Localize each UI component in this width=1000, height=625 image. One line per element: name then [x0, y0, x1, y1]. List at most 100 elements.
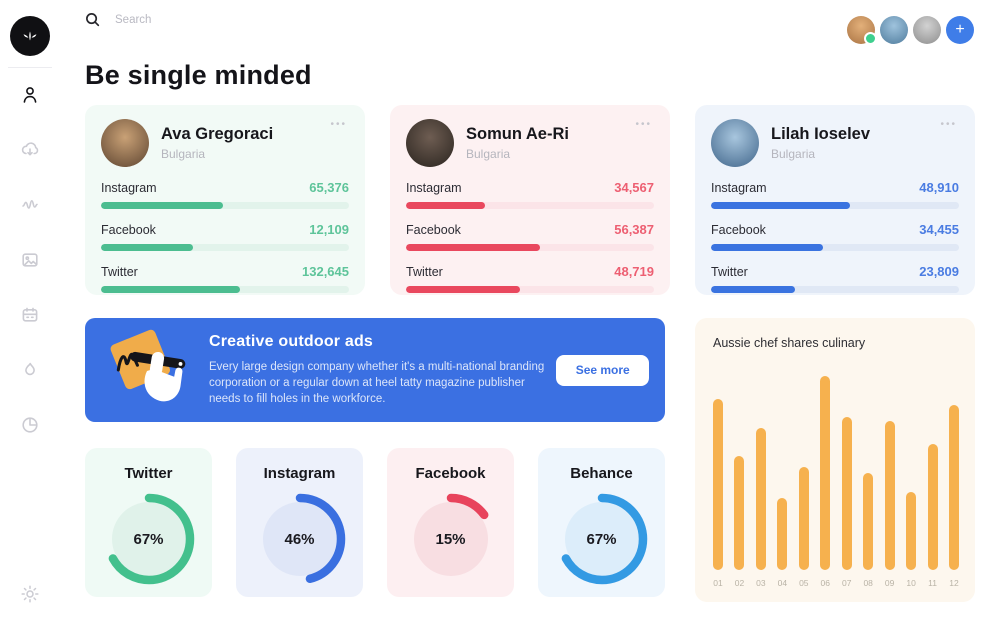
app-logo[interactable] [10, 16, 50, 56]
bar-column: 01 [713, 399, 723, 588]
sidebar-divider [8, 67, 52, 68]
user-avatar-2[interactable] [880, 16, 908, 44]
bar [863, 473, 874, 570]
bar-axis-label: 01 [713, 578, 723, 588]
bar-column: 12 [948, 405, 959, 588]
progress-ring [405, 493, 496, 585]
profile-cards: Ava Gregoraci Bulgaria ••• Instagram 65,376 F… [85, 105, 975, 295]
sidebar [0, 0, 60, 625]
progress-ring [103, 493, 194, 585]
bar [755, 428, 766, 570]
bar-column: 07 [841, 417, 852, 588]
sidebar-item-trending[interactable] [19, 359, 41, 381]
sidebar-item-settings[interactable] [19, 583, 41, 605]
stat-line: Twitter 23,809 [711, 264, 959, 279]
see-more-button[interactable]: See more [556, 354, 649, 386]
progress-fill [711, 286, 796, 293]
bar-axis-label: 02 [734, 578, 745, 588]
progress-track [101, 286, 349, 293]
progress-track [406, 244, 654, 251]
user-icon [23, 87, 37, 103]
ring-percentage: 67% [586, 530, 617, 548]
avatar [101, 119, 149, 167]
profile-name: Ava Gregoraci [161, 124, 274, 143]
stat-value: 48,719 [614, 264, 654, 279]
sidebar-item-reports[interactable] [19, 414, 41, 436]
progress-fill [711, 202, 850, 209]
more-options-icon[interactable]: ••• [940, 119, 957, 130]
sidebar-item-profile[interactable] [19, 84, 41, 106]
stat-line: Instagram 48,910 [711, 180, 959, 195]
stat-label: Facebook [101, 223, 156, 237]
banner-body: Every large design company whether it's … [209, 361, 545, 405]
profile-card: Somun Ae-Ri Bulgaria ••• Instagram 34,567 Fac… [390, 105, 670, 295]
bar [734, 456, 745, 570]
bar [777, 498, 788, 570]
online-status-dot [864, 32, 877, 45]
more-options-icon[interactable]: ••• [635, 119, 652, 130]
sidebar-item-activity[interactable] [19, 194, 41, 216]
bar-column: 05 [798, 467, 809, 588]
banner-title: Creative outdoor ads [209, 333, 374, 350]
ring-card-title: Facebook [415, 465, 486, 482]
search-input[interactable] [113, 12, 267, 27]
progress-fill [711, 244, 823, 251]
stat-row: Facebook 56,387 [406, 222, 654, 251]
stat-line: Instagram 34,567 [406, 180, 654, 195]
bar-column: 03 [755, 428, 766, 588]
stat-label: Instagram [101, 181, 157, 195]
ring-chart: 15% [403, 491, 499, 587]
more-options-icon[interactable]: ••• [330, 119, 347, 130]
bar-chart-card: Aussie chef shares culinary 01 02 03 04 05 06… [695, 318, 975, 602]
progress-ring [254, 493, 345, 585]
stat-row: Facebook 12,109 [101, 222, 349, 251]
ring-chart: 67% [554, 491, 650, 587]
bar-axis-label: 06 [820, 578, 830, 588]
bar-axis-label: 07 [841, 578, 852, 588]
stat-label: Facebook [711, 223, 766, 237]
profile-location: Bulgaria [161, 147, 206, 162]
bar-column: 04 [777, 498, 788, 588]
stat-row: Instagram 48,910 [711, 180, 959, 209]
bar [884, 421, 895, 570]
profile-name-block: Ava Gregoraci Bulgaria [161, 125, 273, 161]
stat-label: Twitter [406, 265, 443, 279]
ring-card-title: Behance [570, 465, 633, 482]
stat-value: 12,109 [309, 222, 349, 237]
ring-percentage: 46% [284, 530, 315, 548]
profile-location: Bulgaria [466, 147, 511, 162]
profile-name-block: Lilah Ioselev Bulgaria [771, 125, 870, 161]
progress-track [101, 244, 349, 251]
cloud-download-icon [21, 142, 39, 156]
sprout-icon [23, 31, 37, 41]
profile-card: Lilah Ioselev Bulgaria ••• Instagram 48,910 F… [695, 105, 975, 295]
add-button[interactable]: + [946, 16, 974, 44]
profile-location: Bulgaria [771, 147, 816, 162]
avatar [406, 119, 454, 167]
stat-value: 23,809 [919, 264, 959, 279]
stat-label: Twitter [711, 265, 748, 279]
stat-value: 48,910 [919, 180, 959, 195]
activity-icon [22, 200, 38, 209]
progress-fill [406, 202, 486, 209]
stat-row: Facebook 34,455 [711, 222, 959, 251]
bar [948, 405, 959, 570]
progress-track [406, 286, 654, 293]
stat-label: Instagram [406, 181, 462, 195]
bar-column: 10 [906, 492, 917, 588]
user-avatar-1[interactable] [847, 16, 877, 45]
progress-ring [556, 493, 647, 585]
topbar-avatars: + [847, 16, 974, 45]
progress-track [711, 202, 959, 209]
sidebar-item-calendar[interactable] [19, 304, 41, 326]
bar-axis-label: 09 [884, 578, 895, 588]
ring-card: Behance 67% [538, 448, 665, 597]
stat-value: 34,567 [614, 180, 654, 195]
bar-column: 02 [734, 456, 745, 588]
ring-chart: 46% [252, 491, 348, 587]
stat-row: Instagram 65,376 [101, 180, 349, 209]
user-avatar-3[interactable] [913, 16, 941, 44]
sidebar-item-downloads[interactable] [19, 139, 41, 161]
sidebar-item-media[interactable] [19, 249, 41, 271]
stat-line: Facebook 56,387 [406, 222, 654, 237]
